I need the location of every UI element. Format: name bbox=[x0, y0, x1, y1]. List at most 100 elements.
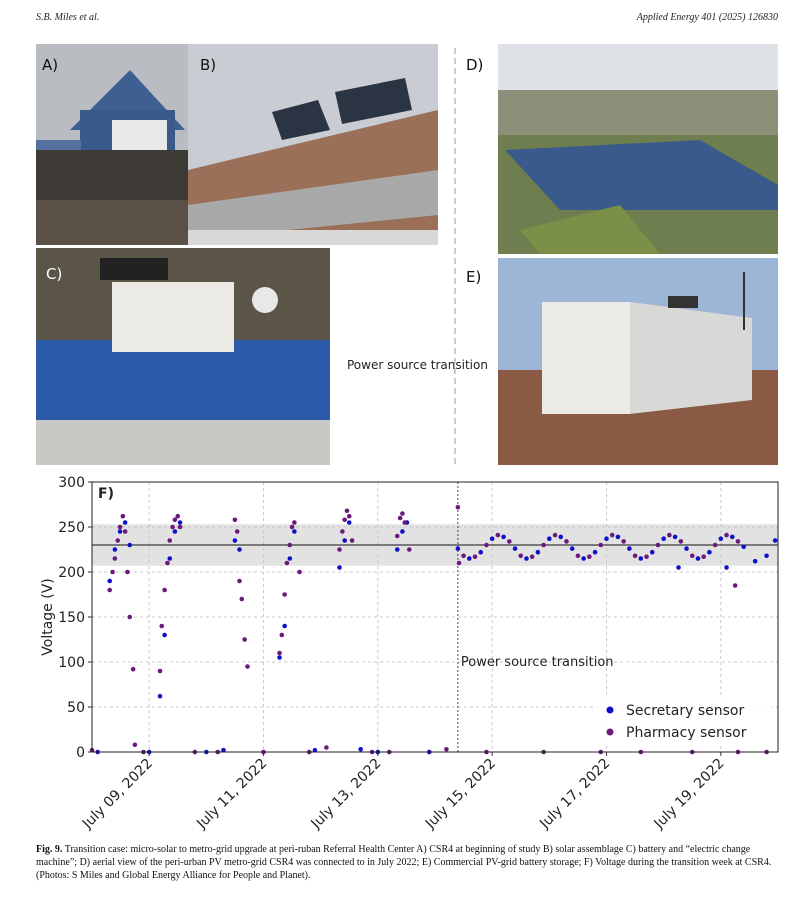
point bbox=[277, 650, 282, 656]
point bbox=[172, 529, 178, 534]
point bbox=[127, 614, 133, 620]
point bbox=[547, 536, 552, 541]
point bbox=[245, 664, 250, 669]
point bbox=[672, 534, 678, 540]
point bbox=[518, 553, 524, 559]
point bbox=[541, 542, 546, 548]
point bbox=[234, 529, 240, 534]
point bbox=[678, 539, 684, 544]
annotation: Power source transition bbox=[461, 655, 614, 670]
panel-label: C) bbox=[46, 265, 62, 283]
point bbox=[489, 536, 495, 541]
photo-a bbox=[36, 44, 188, 245]
point bbox=[337, 547, 342, 552]
point bbox=[455, 504, 461, 510]
y-tick-label: 100 bbox=[58, 655, 85, 671]
point bbox=[117, 529, 123, 534]
point bbox=[122, 520, 128, 525]
point bbox=[638, 556, 644, 561]
point bbox=[684, 546, 689, 551]
x-tick-label: July 13, 2022 bbox=[308, 756, 385, 833]
point bbox=[400, 511, 405, 516]
panel-label: A) bbox=[42, 56, 58, 74]
photo-d bbox=[498, 44, 778, 254]
point bbox=[324, 745, 329, 750]
y-tick-label: 50 bbox=[67, 700, 85, 716]
y-axis-label: Voltage (V) bbox=[40, 578, 56, 655]
point bbox=[292, 520, 297, 525]
point bbox=[340, 529, 345, 534]
running-journal: Applied Energy 401 (2025) 126830 bbox=[636, 12, 778, 23]
point bbox=[569, 546, 575, 551]
point bbox=[609, 532, 615, 538]
transition-label: Power source transition bbox=[347, 358, 488, 372]
point bbox=[287, 542, 293, 548]
x-tick-label: July 11, 2022 bbox=[193, 756, 270, 833]
point bbox=[402, 520, 408, 525]
point bbox=[552, 532, 558, 538]
legend-label: Pharmacy sensor bbox=[626, 725, 747, 741]
legend-marker bbox=[606, 728, 614, 736]
point bbox=[764, 553, 769, 559]
point bbox=[604, 536, 609, 541]
point bbox=[689, 553, 695, 559]
point bbox=[175, 513, 181, 519]
y-tick-label: 200 bbox=[58, 565, 85, 581]
point bbox=[598, 542, 604, 548]
point bbox=[632, 553, 638, 559]
point bbox=[587, 554, 592, 559]
legend-box bbox=[596, 696, 772, 746]
point bbox=[501, 534, 506, 540]
point bbox=[397, 515, 403, 521]
photo-c bbox=[36, 248, 330, 465]
point bbox=[289, 524, 295, 530]
y-tick-label: 150 bbox=[58, 610, 85, 626]
point bbox=[701, 554, 706, 559]
x-tick-label: July 17, 2022 bbox=[536, 756, 613, 833]
point bbox=[400, 529, 405, 534]
point bbox=[478, 549, 484, 555]
point bbox=[724, 565, 729, 570]
point bbox=[394, 547, 400, 552]
point bbox=[282, 592, 287, 597]
point bbox=[394, 533, 400, 539]
point bbox=[172, 517, 178, 523]
point bbox=[167, 556, 173, 561]
point bbox=[484, 542, 489, 548]
point bbox=[157, 693, 163, 699]
photo-b bbox=[188, 44, 438, 245]
point bbox=[242, 637, 247, 642]
caption-text: Transition case: micro-solar to metro-gr… bbox=[36, 844, 772, 881]
photo-e bbox=[498, 258, 778, 465]
point bbox=[358, 747, 363, 752]
legend-marker bbox=[606, 706, 614, 714]
point bbox=[456, 560, 462, 566]
legend-label: Secretary sensor bbox=[626, 703, 744, 719]
point bbox=[661, 536, 666, 541]
point bbox=[444, 747, 449, 752]
point bbox=[564, 539, 569, 544]
point bbox=[752, 558, 758, 564]
point bbox=[718, 536, 724, 541]
point bbox=[461, 553, 466, 559]
point bbox=[655, 542, 661, 548]
point bbox=[232, 517, 238, 523]
point bbox=[621, 539, 626, 544]
point bbox=[495, 532, 501, 538]
point bbox=[512, 546, 518, 551]
point bbox=[337, 565, 342, 570]
point bbox=[297, 569, 302, 575]
point bbox=[117, 524, 123, 530]
point bbox=[282, 623, 287, 629]
point bbox=[592, 549, 598, 555]
point bbox=[122, 529, 128, 534]
point bbox=[239, 596, 245, 602]
caption-label: Fig. 9. bbox=[36, 844, 63, 855]
point bbox=[127, 542, 133, 548]
point bbox=[575, 553, 581, 559]
point bbox=[112, 547, 118, 552]
y-tick-label: 300 bbox=[58, 475, 85, 491]
point bbox=[107, 587, 113, 593]
panel-label: F) bbox=[98, 486, 114, 502]
point bbox=[232, 538, 238, 543]
